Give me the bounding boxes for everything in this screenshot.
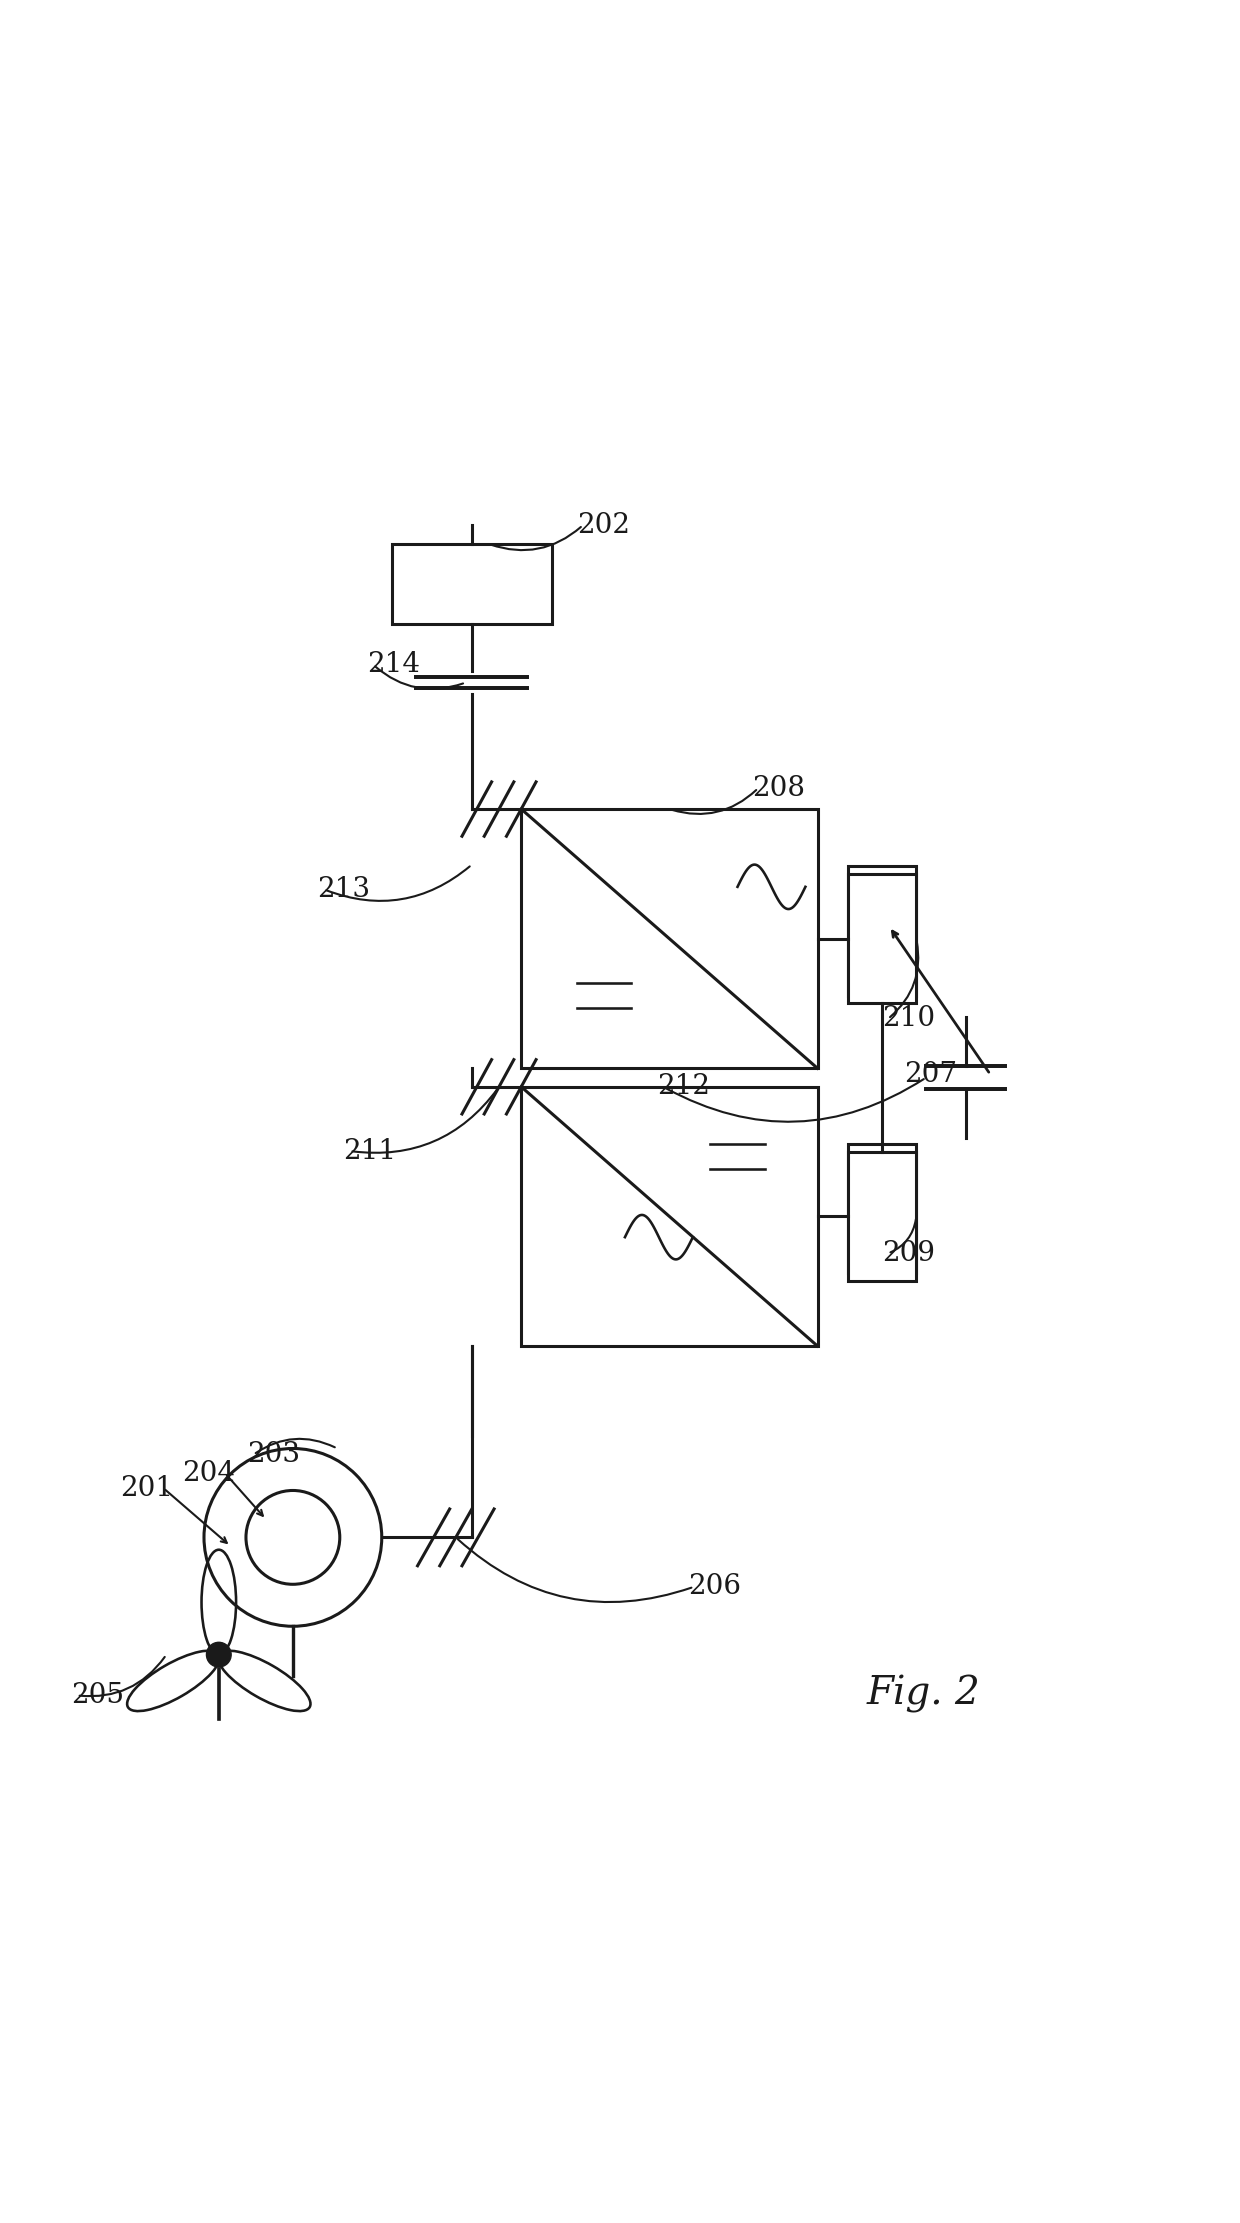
Text: 211: 211 <box>343 1138 397 1165</box>
Text: Fig. 2: Fig. 2 <box>867 1676 981 1714</box>
Circle shape <box>207 1643 231 1667</box>
Bar <box>521 1087 817 1347</box>
Bar <box>848 867 916 996</box>
Text: 206: 206 <box>688 1574 740 1601</box>
Bar <box>848 874 916 1003</box>
Text: 201: 201 <box>120 1474 174 1501</box>
Text: 202: 202 <box>577 511 630 538</box>
Bar <box>521 809 817 1069</box>
Bar <box>848 1152 916 1280</box>
Text: 208: 208 <box>753 774 805 803</box>
Text: 213: 213 <box>317 876 371 903</box>
Text: 214: 214 <box>367 651 420 678</box>
Bar <box>848 1145 916 1274</box>
Text: 203: 203 <box>247 1441 300 1467</box>
Text: 205: 205 <box>71 1683 124 1709</box>
Bar <box>392 545 552 625</box>
Text: 209: 209 <box>882 1240 935 1267</box>
Text: 204: 204 <box>182 1461 234 1487</box>
Text: 210: 210 <box>882 1005 935 1031</box>
Text: 212: 212 <box>657 1074 711 1100</box>
Text: 207: 207 <box>904 1060 957 1087</box>
